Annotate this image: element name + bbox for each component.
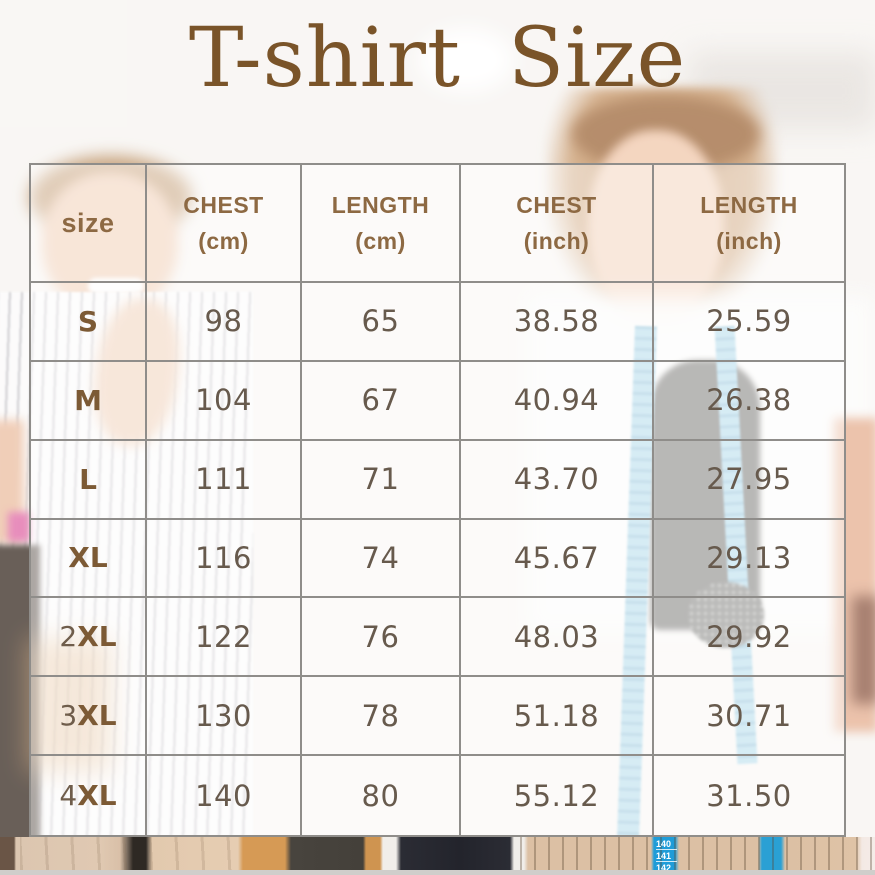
column-header-size-label: size xyxy=(61,207,115,238)
row-label-3XL: 3 XL xyxy=(31,677,147,757)
cell-3XL-length_cm: 78 xyxy=(302,677,461,757)
wood-floor-glow-shape xyxy=(28,638,112,772)
cell-3XL-length_inch: 30.71 xyxy=(654,677,844,757)
cell-3XL-chest_cm: 130 xyxy=(147,677,302,757)
column-header-chest-cm: CHEST (cm) xyxy=(147,165,302,283)
arm-shadow-shape xyxy=(852,596,875,704)
cell-S-length_cm: 65 xyxy=(302,283,461,362)
cell-L-length_cm: 71 xyxy=(302,440,461,520)
column-header-chest-inch-unit: (inch) xyxy=(523,227,590,254)
cell-S-length_inch: 25.59 xyxy=(654,283,844,362)
trouser-creases-shape xyxy=(20,837,235,870)
column-header-chest-cm-label: CHEST xyxy=(183,191,264,218)
column-header-length-inch-label: LENGTH xyxy=(700,191,798,218)
size-prefix: 3 xyxy=(59,699,78,733)
page-title: T-shirt Size xyxy=(188,11,687,106)
skirt-pleats-shape xyxy=(520,837,875,870)
row-label-M: M xyxy=(31,361,147,441)
cell-M-length_inch: 26.38 xyxy=(654,361,844,441)
light-glow-shape xyxy=(418,28,514,92)
cell-4XL-chest_inch: 55.12 xyxy=(461,756,654,835)
column-header-chest-inch: CHEST (inch) xyxy=(461,165,654,283)
column-header-length-cm-unit: (cm) xyxy=(355,227,406,254)
floor-edge-shape xyxy=(0,870,875,875)
cell-L-length_inch: 27.95 xyxy=(654,440,844,520)
cell-L-chest_inch: 43.70 xyxy=(461,440,654,520)
size-main: M xyxy=(74,383,102,417)
cell-XL-chest_cm: 116 xyxy=(147,519,302,599)
cell-2XL-chest_cm: 122 xyxy=(147,598,302,678)
cell-M-chest_cm: 104 xyxy=(147,361,302,441)
cell-2XL-length_inch: 29.92 xyxy=(654,598,844,678)
cell-XL-length_cm: 74 xyxy=(302,519,461,599)
column-header-chest-inch-label: CHEST xyxy=(516,191,597,218)
cell-3XL-chest_inch: 51.18 xyxy=(461,677,654,757)
column-header-length-cm-label: LENGTH xyxy=(331,191,430,218)
column-header-length-inch-unit: (inch) xyxy=(716,227,782,254)
measuring-tape-numbers: 140 141 142 xyxy=(656,839,678,874)
cell-2XL-length_cm: 76 xyxy=(302,598,461,678)
size-prefix: 4 xyxy=(59,779,78,813)
size-chart-table: size CHEST (cm) LENGTH (cm) CHEST (inch)… xyxy=(29,163,846,837)
size-main: XL xyxy=(77,620,117,654)
column-header-length-cm: LENGTH (cm) xyxy=(302,165,461,283)
woman-face-shape xyxy=(588,130,724,322)
cell-M-length_cm: 67 xyxy=(302,361,461,441)
cell-2XL-chest_inch: 48.03 xyxy=(461,598,654,678)
row-label-S: S xyxy=(31,283,147,362)
row-label-4XL: 4 XL xyxy=(31,756,147,835)
cell-S-chest_cm: 98 xyxy=(147,283,302,362)
size-main: S xyxy=(77,304,99,338)
cell-4XL-length_inch: 31.50 xyxy=(654,756,844,835)
size-main: XL xyxy=(77,699,117,733)
cell-M-chest_inch: 40.94 xyxy=(461,361,654,441)
column-header-chest-cm-unit: (cm) xyxy=(198,227,249,254)
size-main: XL xyxy=(68,541,108,575)
cell-4XL-length_cm: 80 xyxy=(302,756,461,835)
row-label-XL: XL xyxy=(31,519,147,599)
photo-bottom-strip: 140 141 142 xyxy=(0,837,875,875)
column-header-size: size xyxy=(31,165,147,283)
tape-number: 140 xyxy=(656,839,678,850)
pink-accent-shape xyxy=(8,512,30,542)
row-label-L: L xyxy=(31,440,147,520)
cell-4XL-chest_cm: 140 xyxy=(147,756,302,835)
tape-number: 141 xyxy=(656,851,678,862)
size-main: XL xyxy=(77,779,117,813)
size-prefix: 2 xyxy=(59,620,78,654)
row-label-2XL: 2 XL xyxy=(31,598,147,678)
wrist-scrunchie-shape xyxy=(688,582,764,648)
cell-L-chest_cm: 111 xyxy=(147,440,302,520)
size-main: L xyxy=(79,462,97,496)
cell-XL-length_inch: 29.13 xyxy=(654,519,844,599)
cell-XL-chest_inch: 45.67 xyxy=(461,519,654,599)
column-header-length-inch: LENGTH (inch) xyxy=(654,165,844,283)
cell-S-chest_inch: 38.58 xyxy=(461,283,654,362)
